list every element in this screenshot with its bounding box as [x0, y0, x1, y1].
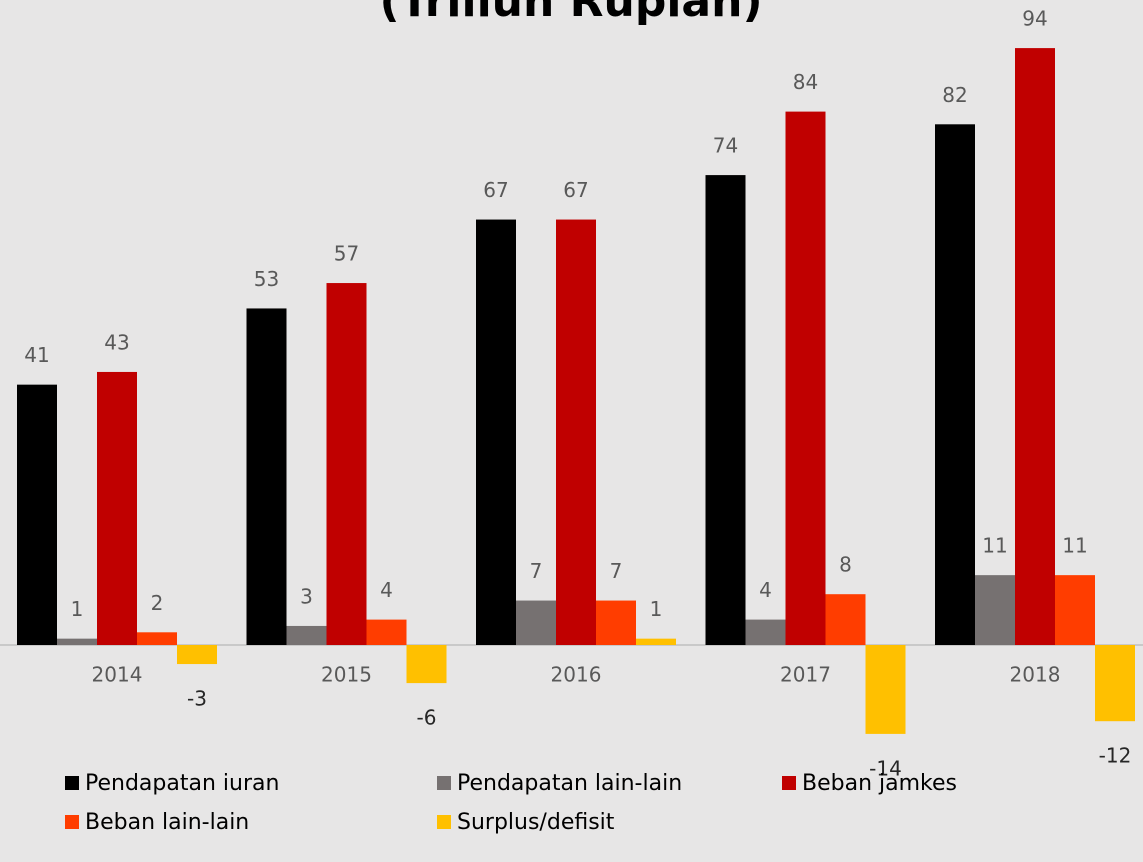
bar: [1095, 645, 1135, 722]
bar: [516, 600, 556, 645]
bar: [556, 219, 596, 646]
legend-label: Beban jamkes: [802, 771, 957, 796]
bar: [1055, 575, 1095, 645]
legend-swatch: [65, 815, 79, 829]
bar: [177, 645, 217, 665]
value-label: 57: [334, 242, 359, 266]
value-label: -12: [1099, 744, 1132, 768]
value-label: 3: [300, 584, 313, 608]
value-label: 41: [24, 343, 49, 367]
bar: [17, 384, 57, 645]
bar: [246, 308, 287, 645]
value-label: 74: [713, 134, 738, 158]
value-label: 1: [71, 597, 84, 621]
bar: [636, 638, 676, 645]
bar: [476, 219, 516, 646]
value-label: 1: [650, 597, 663, 621]
value-label: -14: [869, 756, 902, 780]
bar: [705, 175, 746, 645]
legend-swatch: [65, 776, 79, 790]
bar: [1015, 48, 1055, 646]
value-label: 4: [380, 578, 393, 602]
value-label: -3: [187, 687, 207, 711]
legend-swatch: [437, 815, 451, 829]
value-label: 11: [982, 534, 1007, 558]
legend-label: Pendapatan iuran: [85, 771, 279, 796]
value-label: 2: [151, 591, 164, 615]
x-tick-label: 2016: [551, 663, 602, 687]
x-tick-label: 2017: [780, 663, 831, 687]
bar: [366, 619, 407, 645]
x-tick-label: 2015: [321, 663, 372, 687]
value-label: 67: [483, 178, 508, 202]
bar: [745, 619, 786, 645]
bar: [975, 575, 1015, 645]
legend-label: Beban lain-lain: [85, 810, 249, 835]
value-label: 8: [839, 553, 852, 577]
legend-label: Surplus/defisit: [457, 810, 615, 835]
bar: [326, 283, 367, 645]
bar: [785, 111, 826, 646]
bar: [935, 124, 975, 646]
chart-title: (Triliun Rupiah): [379, 0, 762, 27]
bar: [57, 638, 97, 645]
legend-swatch: [782, 776, 796, 790]
value-label: 82: [942, 83, 967, 107]
x-tick-label: 2014: [92, 663, 143, 687]
legend-swatch: [437, 776, 451, 790]
x-tick-label: 2018: [1010, 663, 1061, 687]
bar: [286, 625, 327, 645]
bar: [865, 645, 906, 734]
value-label: 7: [610, 559, 623, 583]
bar: [596, 600, 636, 645]
value-label: 4: [759, 578, 772, 602]
bar: [825, 594, 866, 645]
value-label: 84: [793, 70, 818, 94]
bar: [406, 645, 447, 684]
value-label: 53: [254, 267, 279, 291]
value-label: 94: [1022, 7, 1047, 31]
bar: [137, 632, 177, 645]
value-label: 43: [104, 330, 129, 354]
legend-label: Pendapatan lain-lain: [457, 771, 682, 796]
bar: [97, 371, 137, 645]
value-label: -6: [417, 706, 437, 730]
value-label: 11: [1062, 534, 1087, 558]
value-label: 67: [563, 178, 588, 202]
value-label: 7: [530, 559, 543, 583]
